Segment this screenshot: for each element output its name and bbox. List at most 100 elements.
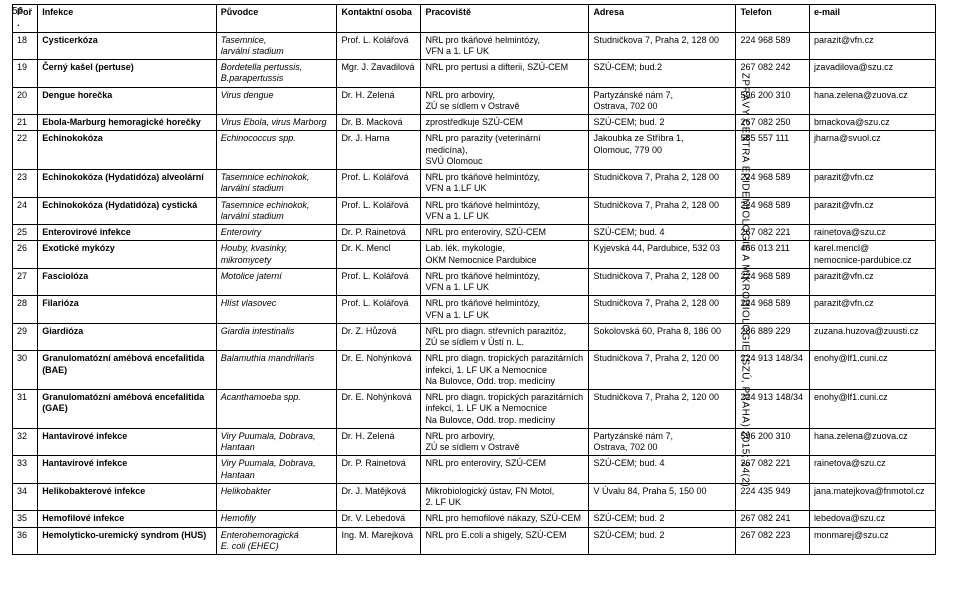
table-cell: 25	[13, 225, 38, 241]
table-cell: 27	[13, 268, 38, 296]
table-cell: Studničkova 7, Praha 2, 120 00	[589, 351, 736, 390]
table-cell: Hantavirové infekce	[38, 456, 217, 484]
table-cell: Prof. L. Kolářová	[337, 296, 421, 324]
table-cell: NRL pro hemofilové nákazy, SZÚ-CEM	[421, 511, 589, 527]
col-header: e-mail	[809, 5, 935, 33]
table-cell: Prof. L. Kolářová	[337, 170, 421, 198]
table-cell: 30	[13, 351, 38, 390]
table-cell: Enterovirové infekce	[38, 225, 217, 241]
table-cell: parazit@vfn.cz	[809, 170, 935, 198]
table-row: 24Echinokokóza (Hydatidóza) cystickáTase…	[13, 197, 936, 225]
table-cell: Dr. H. Zelená	[337, 87, 421, 115]
table-cell: 267 082 241	[736, 511, 810, 527]
table-cell: 32	[13, 428, 38, 456]
table-cell: Giardióza	[38, 323, 217, 351]
table-cell: NRL pro diagn. tropických parazitárníchi…	[421, 351, 589, 390]
table-cell: Granulomatózní amébová encefalitida(GAE)	[38, 390, 217, 429]
table-cell: NRL pro E.coli a shigely, SZÚ-CEM	[421, 527, 589, 555]
directory-table: Poř.InfekcePůvodceKontaktní osobaPracovi…	[12, 4, 936, 555]
table-cell: Studničkova 7, Praha 2, 128 00	[589, 32, 736, 60]
table-cell: SZÚ-CEM; bud.2	[589, 60, 736, 88]
side-journal-text: ZPRÁVY CENTRA EPIDEMIOLOGIE A MIKROBIOLO…	[739, 72, 750, 486]
table-cell: Dr. J. Matějková	[337, 483, 421, 511]
table-cell: NRL pro enteroviry, SZÚ-CEM	[421, 225, 589, 241]
table-row: 28FilariózaHlíst vlasovecProf. L. Kolářo…	[13, 296, 936, 324]
table-cell: Filarióza	[38, 296, 217, 324]
table-cell: SZÚ-CEM; bud. 4	[589, 225, 736, 241]
table-cell: Tasemnice echinokok,larvální stadium	[216, 170, 337, 198]
table-row: 23Echinokokóza (Hydatidóza) alveolárníTa…	[13, 170, 936, 198]
table-cell: 33	[13, 456, 38, 484]
table-cell: Partyzánské nám 7,Ostrava, 702 00	[589, 87, 736, 115]
table-cell: parazit@vfn.cz	[809, 32, 935, 60]
table-row: 18CysticerkózaTasemnice,larvální stadium…	[13, 32, 936, 60]
table-cell: 29	[13, 323, 38, 351]
table-cell: Lab. lék. mykologie,OKM Nemocnice Pardub…	[421, 241, 589, 269]
table-cell: Enteroviry	[216, 225, 337, 241]
table-row: 27FasciolózaMotolice jaterníProf. L. Kol…	[13, 268, 936, 296]
table-cell: Prof. L. Kolářová	[337, 32, 421, 60]
table-cell: 18	[13, 32, 38, 60]
table-cell: rainetova@szu.cz	[809, 225, 935, 241]
table-row: 31Granulomatózní amébová encefalitida(GA…	[13, 390, 936, 429]
table-cell: 20	[13, 87, 38, 115]
table-cell: Dr. E. Nohýnková	[337, 351, 421, 390]
table-cell: NRL pro tkáňové helmintózy,VFN a 1.LF UK	[421, 170, 589, 198]
table-cell: jharna@svuol.cz	[809, 131, 935, 170]
table-cell: Echinokokóza	[38, 131, 217, 170]
table-row: 30Granulomatózní amébová encefalitida(BA…	[13, 351, 936, 390]
table-cell: Dr. V. Lebedová	[337, 511, 421, 527]
col-header: Kontaktní osoba	[337, 5, 421, 33]
table-cell: 21	[13, 115, 38, 131]
table-cell: 31	[13, 390, 38, 429]
table-cell: SZÚ-CEM; bud. 2	[589, 115, 736, 131]
table-cell: Hemolyticko-uremický syndrom (HUS)	[38, 527, 217, 555]
table-cell: jzavadilova@szu.cz	[809, 60, 935, 88]
table-cell: NRL pro enteroviry, SZÚ-CEM	[421, 456, 589, 484]
table-cell: Cysticerkóza	[38, 32, 217, 60]
table-cell: Dr. Z. Hůzová	[337, 323, 421, 351]
table-cell: Mikrobiologický ústav, FN Motol,2. LF UK	[421, 483, 589, 511]
col-header: Infekce	[38, 5, 217, 33]
table-cell: Dr. E. Nohýnková	[337, 390, 421, 429]
table-cell: V Úvalu 84, Praha 5, 150 00	[589, 483, 736, 511]
table-cell: SZÚ-CEM; bud. 2	[589, 511, 736, 527]
table-cell: 224 968 589	[736, 32, 810, 60]
table-cell: NRL pro tkáňové helmintózy,VFN a 1. LF U…	[421, 197, 589, 225]
table-cell: NRL pro tkáňové helmintózy,VFN a 1. LF U…	[421, 268, 589, 296]
table-cell: Houby, kvasinky,mikromycety	[216, 241, 337, 269]
table-cell: Dr. J. Harna	[337, 131, 421, 170]
table-row: 19Černý kašel (pertuse)Bordetella pertus…	[13, 60, 936, 88]
table-body: 18CysticerkózaTasemnice,larvální stadium…	[13, 32, 936, 555]
table-cell: zprostředkuje SZÚ-CEM	[421, 115, 589, 131]
table-cell: Viry Puumala, Dobrava,Hantaan	[216, 456, 337, 484]
table-cell: Fasciolóza	[38, 268, 217, 296]
table-cell: jana.matejkova@fnmotol.cz	[809, 483, 935, 511]
table-cell: parazit@vfn.cz	[809, 197, 935, 225]
table-cell: NRL pro arboviry,ZÚ se sídlem v Ostravě	[421, 428, 589, 456]
table-row: 22EchinokokózaEchinococcus spp.Dr. J. Ha…	[13, 131, 936, 170]
table-head: Poř.InfekcePůvodceKontaktní osobaPracovi…	[13, 5, 936, 33]
table-cell: Helikobakter	[216, 483, 337, 511]
table-cell: 267 082 223	[736, 527, 810, 555]
table-cell: bmackova@szu.cz	[809, 115, 935, 131]
table-cell: lebedova@szu.cz	[809, 511, 935, 527]
table-cell: NRL pro diagn. střevních parazitóz,ZÚ se…	[421, 323, 589, 351]
table-cell: enohy@lf1.cuni.cz	[809, 390, 935, 429]
table-cell: 22	[13, 131, 38, 170]
table-cell: SZÚ-CEM; bud. 2	[589, 527, 736, 555]
table-cell: Sokolovská 60, Praha 8, 186 00	[589, 323, 736, 351]
table-cell: 23	[13, 170, 38, 198]
table-cell: Echinokokóza (Hydatidóza) alveolární	[38, 170, 217, 198]
page-number: 56	[12, 6, 23, 17]
table-cell: NRL pro diagn. tropických parazitárníchi…	[421, 390, 589, 429]
table-cell: rainetova@szu.cz	[809, 456, 935, 484]
table-cell: Dr. P. Rainetová	[337, 456, 421, 484]
table-cell: Hantavirové infekce	[38, 428, 217, 456]
table-cell: Giardia intestinalis	[216, 323, 337, 351]
table-cell: Balamuthia mandrillaris	[216, 351, 337, 390]
table-cell: Kyjevská 44, Pardubice, 532 03	[589, 241, 736, 269]
table-cell: SZÚ-CEM; bud. 4	[589, 456, 736, 484]
table-row: 29GiardiózaGiardia intestinalisDr. Z. Hů…	[13, 323, 936, 351]
table-cell: Echinokokóza (Hydatidóza) cystická	[38, 197, 217, 225]
